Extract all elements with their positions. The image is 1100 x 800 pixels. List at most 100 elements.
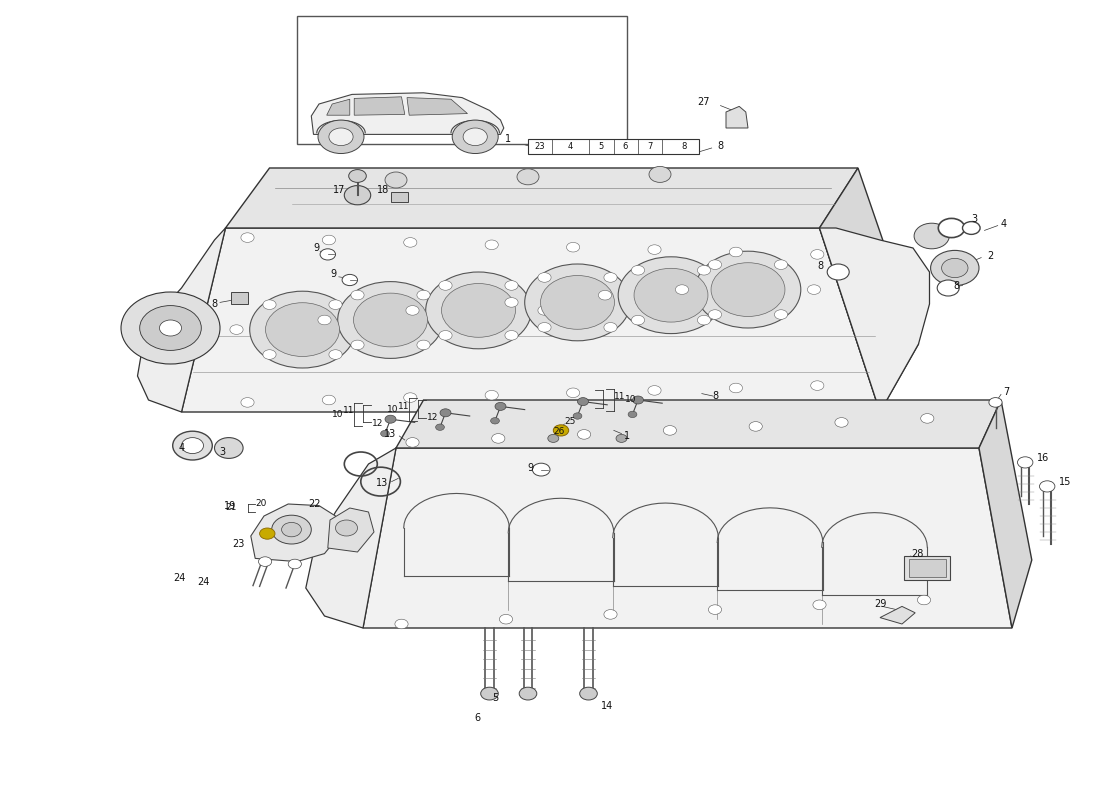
Circle shape: [272, 515, 311, 544]
Circle shape: [406, 306, 419, 315]
Circle shape: [263, 300, 276, 310]
Circle shape: [811, 250, 824, 259]
Circle shape: [338, 282, 443, 358]
Circle shape: [931, 250, 979, 286]
Circle shape: [538, 273, 551, 282]
Bar: [297, 16, 627, 144]
Circle shape: [426, 272, 531, 349]
Circle shape: [241, 398, 254, 407]
Circle shape: [404, 238, 417, 247]
Circle shape: [827, 264, 849, 280]
Polygon shape: [979, 400, 1032, 628]
Circle shape: [649, 166, 671, 182]
Circle shape: [329, 350, 342, 359]
Text: 3: 3: [219, 447, 225, 457]
Polygon shape: [327, 99, 350, 115]
Circle shape: [241, 233, 254, 242]
Circle shape: [349, 170, 366, 182]
Circle shape: [553, 425, 569, 436]
Circle shape: [631, 315, 645, 325]
Circle shape: [914, 223, 949, 249]
Circle shape: [258, 557, 272, 566]
Text: 9: 9: [527, 463, 534, 473]
Text: euromotores: euromotores: [395, 280, 969, 552]
Circle shape: [711, 262, 785, 317]
Text: 18: 18: [376, 186, 389, 195]
Circle shape: [173, 431, 212, 460]
Circle shape: [322, 395, 335, 405]
Circle shape: [708, 605, 722, 614]
Circle shape: [989, 398, 1002, 407]
Circle shape: [140, 306, 201, 350]
Text: 1: 1: [505, 134, 512, 144]
Text: 24: 24: [197, 578, 210, 587]
Polygon shape: [328, 508, 374, 552]
Circle shape: [566, 388, 580, 398]
Circle shape: [395, 619, 408, 629]
Circle shape: [160, 320, 182, 336]
Circle shape: [695, 251, 801, 328]
Circle shape: [329, 300, 342, 310]
Text: 24: 24: [173, 573, 186, 582]
Circle shape: [697, 266, 711, 275]
Circle shape: [288, 559, 301, 569]
Bar: [904, 556, 950, 580]
Circle shape: [417, 340, 430, 350]
Circle shape: [573, 413, 582, 419]
Circle shape: [632, 396, 644, 404]
Circle shape: [318, 315, 331, 325]
Circle shape: [517, 169, 539, 185]
Circle shape: [450, 315, 463, 325]
Circle shape: [525, 264, 630, 341]
Circle shape: [481, 687, 498, 700]
Text: 10: 10: [387, 405, 398, 414]
Circle shape: [730, 290, 744, 300]
Circle shape: [230, 325, 243, 334]
Circle shape: [463, 128, 487, 146]
Circle shape: [540, 275, 615, 330]
Circle shape: [329, 128, 353, 146]
Circle shape: [921, 414, 934, 423]
Text: 11: 11: [343, 406, 354, 415]
Text: 4: 4: [568, 142, 572, 151]
Circle shape: [519, 687, 537, 700]
Circle shape: [774, 310, 788, 319]
Circle shape: [675, 285, 689, 294]
Text: 10: 10: [332, 410, 343, 419]
Text: 7: 7: [1003, 387, 1010, 397]
Circle shape: [439, 281, 452, 290]
Circle shape: [937, 280, 959, 296]
Circle shape: [1040, 481, 1055, 492]
Circle shape: [631, 266, 645, 275]
Circle shape: [362, 325, 375, 334]
Circle shape: [505, 281, 518, 290]
Circle shape: [250, 291, 355, 368]
Text: 8: 8: [713, 391, 719, 401]
Circle shape: [962, 222, 980, 234]
Circle shape: [491, 418, 499, 424]
Circle shape: [637, 298, 650, 307]
Polygon shape: [182, 228, 880, 412]
Circle shape: [578, 398, 588, 406]
Bar: [909, 559, 946, 577]
Text: 20: 20: [255, 499, 266, 509]
Circle shape: [566, 242, 580, 252]
Circle shape: [385, 415, 396, 423]
Circle shape: [492, 434, 505, 443]
Circle shape: [318, 120, 364, 154]
Circle shape: [628, 411, 637, 418]
Text: 4: 4: [178, 443, 185, 453]
Circle shape: [499, 614, 513, 624]
Text: 3: 3: [971, 214, 978, 224]
Circle shape: [697, 315, 711, 325]
Circle shape: [532, 463, 550, 476]
Polygon shape: [311, 93, 504, 134]
Polygon shape: [226, 168, 858, 228]
Polygon shape: [820, 168, 918, 412]
Circle shape: [121, 292, 220, 364]
Circle shape: [439, 330, 452, 340]
Bar: [231, 292, 248, 304]
Circle shape: [598, 290, 612, 300]
Text: 9: 9: [312, 243, 319, 253]
Circle shape: [648, 245, 661, 254]
